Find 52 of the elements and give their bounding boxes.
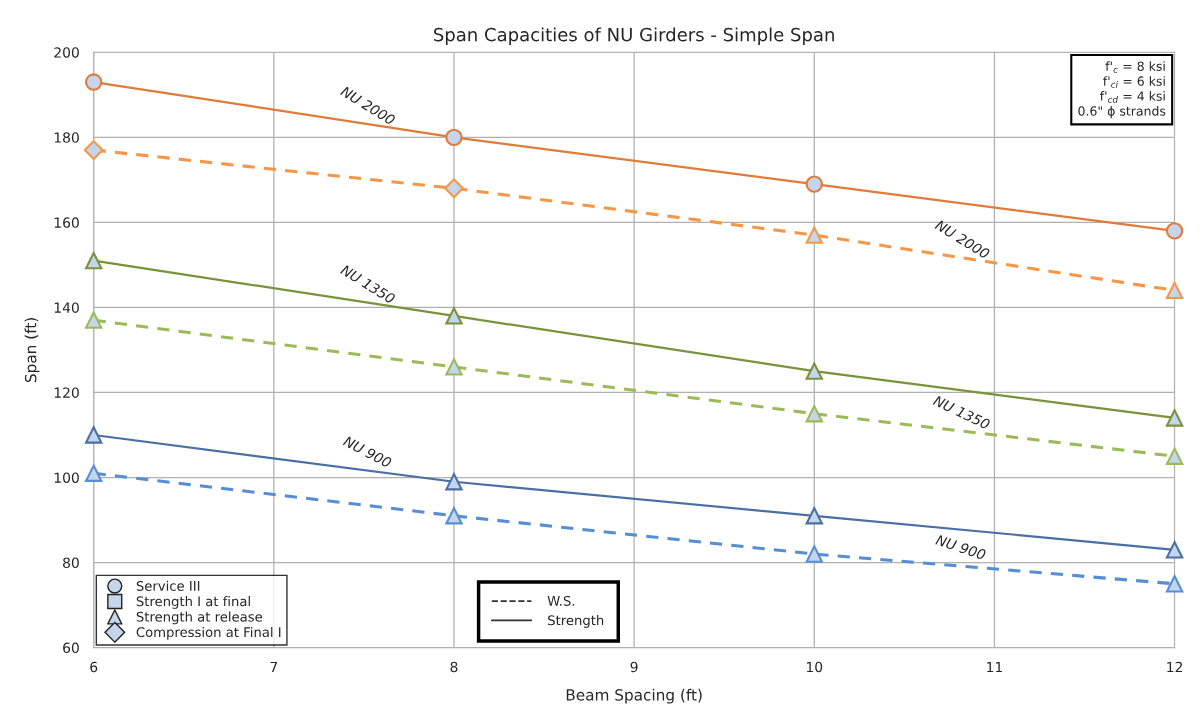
point	[444, 178, 464, 199]
point	[805, 175, 823, 193]
annotation: Strength at release	[136, 611, 263, 625]
point	[445, 507, 463, 525]
point	[1165, 575, 1184, 593]
x-tick-label: 10	[806, 661, 823, 673]
x-tick-label: 6	[90, 661, 98, 673]
point	[445, 358, 463, 376]
point	[805, 226, 823, 244]
point	[85, 426, 103, 444]
point	[805, 507, 823, 525]
annotation: Strength	[548, 615, 604, 628]
point	[805, 405, 823, 423]
x-tick-label: 11	[987, 661, 1002, 673]
point	[85, 73, 103, 91]
x-tick-label: 7	[270, 661, 278, 673]
text: NU 900	[935, 534, 987, 561]
point	[1165, 447, 1184, 465]
text: NU 900	[342, 435, 393, 469]
annotation: Compression at Final I	[136, 626, 281, 640]
point	[445, 473, 463, 491]
point	[85, 311, 103, 329]
point	[805, 362, 823, 380]
chart-title: Span Capacities of NU Girders - Simple Span	[434, 27, 834, 45]
annotation: Strength I at final	[136, 596, 250, 609]
point	[1165, 222, 1184, 240]
point	[1165, 541, 1184, 559]
annotation: W.S.	[547, 595, 575, 606]
point	[445, 128, 463, 146]
y-tick-label: 200	[54, 47, 79, 58]
point	[805, 545, 823, 563]
x-axis-title: Beam Spacing (ft)	[566, 688, 702, 704]
x-tick-label: 9	[630, 661, 638, 673]
y-tick-label: 100	[54, 472, 79, 483]
y-tick-label: 80	[63, 557, 79, 569]
annotation: Service III	[136, 580, 200, 591]
point	[85, 251, 103, 270]
text: f'$_{c}$ = 8 ksi f'$_{ci}$ = 6 ksi f'$_{cd}$ = 4 ksi 0.6" ϕ strands	[1078, 61, 1166, 119]
point	[85, 464, 103, 482]
point	[445, 307, 463, 325]
x-tick-label: 12	[1167, 661, 1183, 673]
y-tick-label: 120	[54, 387, 79, 398]
point	[1165, 409, 1184, 427]
y-tick-label: 160	[54, 217, 79, 228]
y-axis-title: Span (ft)	[24, 318, 40, 383]
y-tick-label: 60	[63, 642, 79, 654]
x-tick-label: 8	[450, 661, 458, 673]
text: NU 1350	[932, 394, 991, 430]
y-tick-label: 140	[54, 302, 79, 313]
point	[1165, 281, 1184, 300]
y-tick-label: 180	[54, 132, 79, 143]
point	[83, 140, 104, 160]
